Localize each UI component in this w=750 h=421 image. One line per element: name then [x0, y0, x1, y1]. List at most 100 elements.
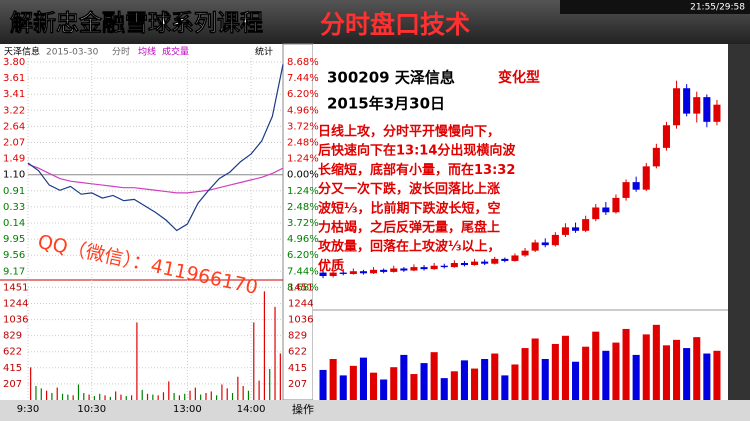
daily-volume-bar — [602, 350, 610, 400]
daily-volume-bar — [531, 338, 539, 400]
candle-body — [339, 272, 347, 274]
daily-volume-bar — [380, 379, 388, 400]
volume-tick-label: 415 — [3, 363, 22, 374]
toolbar-mode[interactable]: 分时 — [112, 46, 130, 58]
candle-body — [481, 261, 489, 264]
candle-body — [390, 268, 398, 272]
candle-body — [460, 262, 468, 266]
daily-volume-bar — [400, 354, 408, 400]
candle-body — [491, 258, 499, 264]
candle-body — [359, 271, 367, 274]
candle-body — [370, 269, 378, 274]
note-line: 分又一次下跌，波长回落比上涨 — [318, 181, 500, 197]
toolbar-date: 2015-03-30 — [46, 48, 99, 58]
pct-tick-label: 2.48% — [287, 202, 319, 213]
daily-volume-bar — [329, 359, 337, 400]
price-tick-label: 0.91 — [3, 186, 25, 197]
daily-volume-bar — [622, 328, 630, 400]
note-line: 攻放量，回落在上攻波⅓以上， — [318, 239, 500, 255]
time-label: 14:00 — [237, 404, 266, 415]
axis-strip — [282, 43, 314, 401]
daily-volume-bar — [652, 324, 660, 400]
candle-body — [410, 267, 418, 271]
volume-tick-label: 829 — [3, 331, 22, 342]
price-tick-label: 1.10 — [3, 170, 25, 181]
price-tick-label: 3.80 — [3, 57, 25, 68]
candle-body — [703, 97, 711, 122]
candle-body — [572, 227, 580, 231]
price-tick-label: 0.33 — [3, 202, 25, 213]
candle-body — [582, 219, 590, 231]
daily-volume-bar — [662, 345, 670, 400]
daily-volume-bar — [430, 352, 438, 400]
candle-body — [652, 147, 660, 167]
note-line: 力枯竭，之后反弹无量，尾盘上 — [318, 220, 500, 236]
candle-body — [622, 182, 630, 198]
volume-tick-label: 207 — [3, 379, 22, 390]
lesson-title: 分时盘口技术 — [320, 10, 470, 39]
pct-tick-label: 0.00% — [287, 170, 319, 181]
daily-volume-bar — [632, 354, 640, 400]
daily-volume-bar — [582, 346, 590, 400]
daily-volume-bar — [561, 335, 569, 400]
volume-tick-label: 1244 — [3, 298, 28, 309]
volume-tick-label: 1451 — [3, 282, 28, 293]
pct-tick-label: 7.44% — [287, 73, 319, 84]
daily-volume-bar — [501, 375, 509, 400]
timer-strip — [560, 0, 750, 14]
pattern: 变化型 — [498, 69, 540, 86]
volume-tick-label: 829 — [288, 331, 307, 342]
daily-volume-bar — [349, 365, 357, 400]
candle-body — [319, 272, 327, 277]
candle-body — [693, 97, 701, 114]
daily-volume-bar — [339, 375, 347, 400]
note-line: 波短⅓，比前期下跌波长短，空 — [318, 200, 500, 216]
candle-body — [531, 242, 539, 251]
volume-tick-label: 1244 — [288, 298, 313, 309]
pct-tick-label: 6.20% — [287, 89, 319, 100]
candle-body — [642, 166, 650, 190]
candle-body — [380, 269, 388, 272]
daily-volume-bar — [370, 372, 378, 400]
daily-volume-bar — [471, 368, 479, 400]
toolbar-stock: 天泽信息 — [4, 46, 40, 58]
pct-tick-label: 1.24% — [287, 154, 319, 165]
daily-volume-bar — [693, 337, 701, 400]
volume-tick-label: 1451 — [288, 282, 313, 293]
daily-volume-bar — [450, 371, 458, 400]
price-tick-label: 3.41 — [3, 89, 25, 100]
price-tick-label: 3.22 — [3, 105, 25, 116]
candle-body — [400, 268, 408, 271]
candle-body — [450, 262, 458, 268]
price-tick-label: 0.14 — [3, 218, 25, 229]
pct-tick-label: 7.44% — [287, 266, 319, 277]
avg-line — [27, 163, 284, 194]
daily-volume-bar — [440, 378, 448, 400]
volume-tick-label: 1036 — [3, 315, 28, 326]
daily-volume-bar — [460, 360, 468, 400]
candle-body — [662, 125, 670, 148]
pct-tick-label: 3.72% — [287, 218, 319, 229]
course-title: 解新忠金融雪球系列课程 — [10, 10, 263, 37]
price-tick-label: 9.95 — [3, 234, 25, 245]
note-line: 长缩短，底部有小量，而在13:32 — [318, 162, 515, 178]
pct-tick-label: 2.48% — [287, 138, 319, 149]
candle-body — [541, 242, 549, 246]
daily-volume-bar — [673, 339, 681, 400]
toolbar-ma[interactable]: 均线 — [138, 46, 156, 58]
toolbar-vol[interactable]: 成交量 — [162, 46, 189, 58]
daily-volume-bar — [491, 353, 499, 400]
price-line — [27, 64, 284, 232]
candle-body — [673, 88, 681, 126]
daily-volume-bar — [572, 361, 580, 400]
price-tick-label: 1.49 — [3, 154, 25, 165]
daily-volume-bar — [541, 359, 549, 400]
volume-tick-label: 1036 — [288, 315, 313, 326]
candle-body — [561, 227, 569, 235]
toolbar-stats[interactable]: 统计 — [255, 46, 273, 58]
candle-body — [440, 265, 448, 268]
time-label: 10:30 — [77, 404, 106, 415]
footer-action[interactable]: 操作 — [292, 402, 314, 416]
pct-tick-label: 6.20% — [287, 250, 319, 261]
